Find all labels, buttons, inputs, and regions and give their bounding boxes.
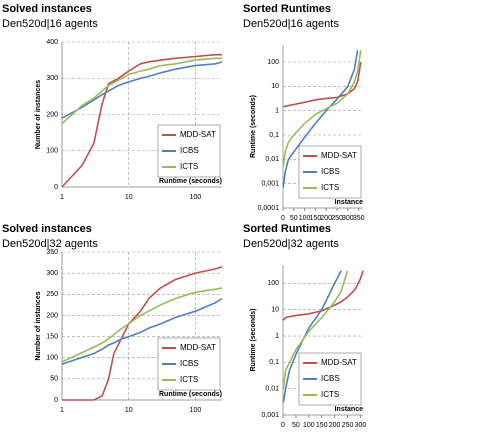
y-tick-label: 0,001 (261, 412, 279, 419)
y-tick-label: 200 (46, 111, 58, 118)
y-axis-label: Runtime (seconds) (250, 95, 257, 158)
y-tick-label: 0,1 (269, 132, 279, 139)
x-tick-label: 300 (355, 422, 367, 429)
legend-label: MDD-SAT (321, 358, 357, 367)
legend-label: MDD-SAT (180, 130, 216, 139)
series-line (282, 270, 364, 321)
x-tick-label: 150 (316, 422, 328, 429)
chart-title: Solved instances (2, 223, 92, 235)
y-tick-label: 100 (46, 355, 58, 362)
x-tick-label: 300 (342, 215, 354, 222)
y-tick-label: 100 (267, 280, 279, 287)
series-line (61, 61, 223, 119)
y-tick-label: 1 (275, 108, 279, 115)
series-line (282, 270, 349, 389)
x-axis-label: Runtime (seconds) (159, 391, 222, 398)
series-line (283, 61, 362, 108)
legend-label: ICTS (180, 375, 198, 384)
x-tick-label: 10 (125, 407, 133, 414)
x-tick-label: 100 (303, 422, 315, 429)
legend-label: ICTS (321, 183, 339, 192)
y-axis-label: Number of instances (35, 291, 42, 360)
y-tick-label: 300 (46, 270, 58, 277)
y-tick-label: 350 (46, 249, 58, 256)
y-axis-label: Runtime (seconds) (250, 308, 257, 371)
y-tick-label: 1 (275, 333, 279, 340)
x-tick-label: 1 (60, 407, 64, 414)
x-tick-label: 200 (329, 422, 341, 429)
chart-title: Sorted Runtimes (243, 223, 331, 235)
x-tick-label: 100 (190, 194, 202, 201)
y-tick-label: 0,0001 (258, 205, 280, 212)
chart-subtitle: Den520d|16 agents (2, 18, 98, 30)
y-tick-label: 0,01 (265, 156, 279, 163)
y-tick-label: 300 (46, 75, 58, 82)
series-line (61, 57, 222, 125)
legend-label: ICBS (321, 167, 340, 176)
y-tick-label: 100 (267, 59, 279, 66)
chart-subtitle: Den520d|16 agents (243, 18, 339, 30)
chart-title: Solved instances (2, 3, 92, 15)
legend-label: ICBS (321, 374, 340, 383)
series-line (61, 297, 223, 365)
x-tick-label: 10 (125, 194, 133, 201)
legend-label: MDD-SAT (180, 343, 216, 352)
y-tick-label: 0 (54, 184, 58, 191)
x-axis-label: Runtime (seconds) (159, 178, 222, 185)
series-line (61, 287, 223, 363)
y-tick-label: 250 (46, 291, 58, 298)
x-axis-label: Instance (335, 199, 364, 206)
chart-subtitle: Den520d|32 agents (2, 238, 98, 250)
legend-label: ICBS (180, 146, 199, 155)
x-tick-label: 0 (281, 215, 285, 222)
x-tick-label: 150 (310, 215, 322, 222)
x-tick-label: 100 (299, 215, 311, 222)
legend-label: ICTS (321, 390, 339, 399)
x-tick-label: 250 (331, 215, 343, 222)
x-tick-label: 200 (320, 215, 332, 222)
y-tick-label: 400 (46, 39, 58, 46)
y-tick-label: 10 (271, 307, 279, 314)
chart-subtitle: Den520d|32 agents (243, 238, 339, 250)
y-tick-label: 0 (54, 397, 58, 404)
y-tick-label: 150 (46, 333, 58, 340)
x-tick-label: 250 (342, 422, 354, 429)
x-tick-label: 1 (60, 194, 64, 201)
y-tick-label: 50 (50, 376, 58, 383)
x-tick-label: 50 (290, 215, 298, 222)
series-line (62, 266, 223, 401)
y-tick-label: 0,001 (261, 181, 279, 188)
x-axis-label: Instance (335, 406, 364, 413)
legend-label: MDD-SAT (321, 151, 357, 160)
series-line (61, 53, 222, 188)
x-tick-label: 350 (353, 215, 365, 222)
chart-title: Sorted Runtimes (243, 3, 331, 15)
legend-label: ICTS (180, 162, 198, 171)
series-line (282, 50, 359, 188)
series-line (282, 50, 362, 167)
x-tick-label: 0 (281, 422, 285, 429)
x-tick-label: 100 (190, 407, 202, 414)
legend-label: ICBS (180, 359, 199, 368)
y-tick-label: 0,1 (269, 359, 279, 366)
y-tick-label: 200 (46, 312, 58, 319)
y-tick-label: 10 (271, 83, 279, 90)
y-tick-label: 100 (46, 148, 58, 155)
x-tick-label: 50 (292, 422, 300, 429)
y-tick-label: 0,01 (265, 386, 279, 393)
y-axis-label: Number of instances (35, 80, 42, 149)
